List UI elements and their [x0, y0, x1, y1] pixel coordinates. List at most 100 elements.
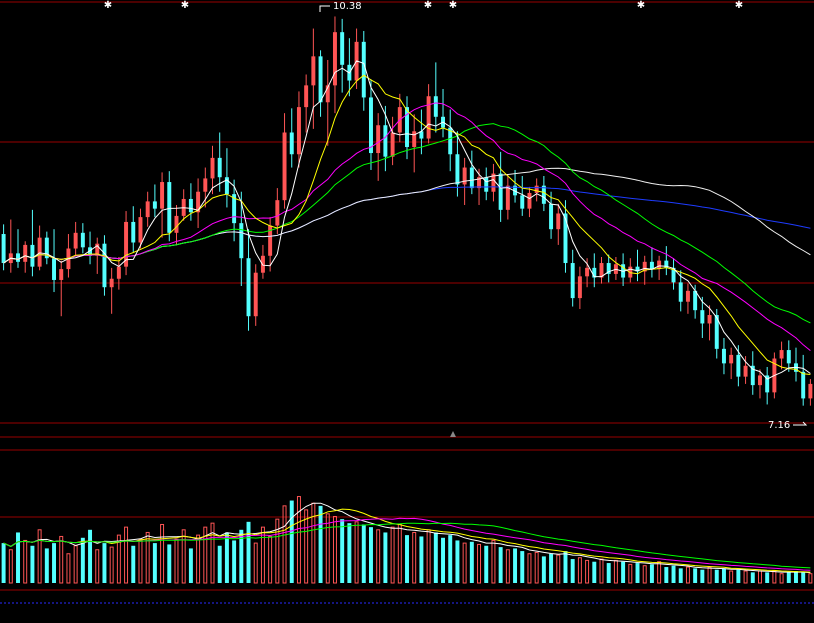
candle-body [527, 192, 532, 209]
candle-body [736, 354, 741, 377]
volume-ma5-line [3, 502, 811, 574]
volume-bar [491, 539, 496, 584]
volume-bar [556, 554, 561, 584]
volume-bar [239, 529, 244, 583]
volume-bar [455, 540, 460, 583]
volume-bar [657, 561, 662, 584]
candle-body [419, 131, 424, 139]
volume-bar [167, 544, 172, 583]
candle-body [224, 177, 229, 195]
candle-body [664, 260, 669, 268]
volume-bar [592, 561, 597, 583]
volume-bar [794, 571, 798, 583]
volume-bar [361, 524, 366, 583]
volume-layer [1, 496, 813, 584]
candle-body [592, 267, 597, 278]
candle-body [80, 232, 85, 248]
volume-bar [743, 570, 748, 584]
volume-bar [347, 523, 352, 583]
volume-bar [282, 505, 287, 584]
volume-bar [109, 546, 114, 584]
candle-body [801, 371, 806, 399]
candle-body [59, 269, 64, 280]
candle-body [426, 96, 431, 139]
volume-bar [433, 532, 438, 583]
candle-body [145, 201, 150, 218]
candle-body [671, 267, 676, 283]
candle-body [289, 132, 294, 155]
volume-bar [721, 568, 726, 583]
moving-averages-layer [3, 60, 811, 380]
candle-body [606, 263, 611, 274]
candle-body [296, 107, 301, 155]
candle-body [239, 223, 244, 259]
candle-body [477, 177, 482, 189]
volume-ma30-line [3, 522, 811, 569]
volume-bar [549, 553, 554, 583]
volume-bar [664, 567, 669, 583]
candle-body [1, 234, 6, 264]
candle-body [462, 167, 467, 185]
volume-bar [635, 563, 640, 583]
candle-body [714, 315, 719, 349]
volume-bar [685, 566, 690, 584]
candle-body [311, 56, 316, 86]
candle-body [678, 282, 683, 302]
candle-body [491, 173, 496, 192]
candle-body [361, 41, 366, 98]
low-pointer [793, 421, 808, 426]
volume-bar [181, 529, 186, 584]
candle-body [131, 221, 136, 243]
candle-body [332, 32, 337, 86]
volume-bar [534, 551, 539, 584]
volume-bar [124, 526, 129, 584]
candle-body [757, 375, 762, 386]
volume-bar [376, 529, 381, 584]
candle-body [95, 243, 100, 256]
volume-bar [441, 537, 445, 583]
candle-body [116, 266, 121, 279]
candle-body [556, 213, 561, 230]
candle-body [304, 85, 309, 108]
volume-bar [405, 535, 409, 583]
event-marker: ✱ [181, 0, 189, 11]
high-price-label: 10.38 [333, 1, 362, 12]
volume-bar [613, 559, 618, 584]
candle-body [318, 56, 323, 103]
volume-bar [585, 559, 590, 584]
candle-body [30, 244, 35, 267]
volume-bar [563, 551, 568, 583]
volume-bar [66, 553, 71, 584]
candle-body [88, 247, 93, 256]
candle-body [383, 125, 388, 157]
candle-body [232, 194, 237, 224]
volume-bar [160, 523, 165, 584]
candle-body [23, 244, 28, 262]
volume-bar [513, 548, 518, 583]
candle-body [635, 266, 640, 272]
markers-layer: ✱ ✱ ✱ ✱ ✱ ✱ [104, 0, 808, 437]
volume-bar [750, 572, 755, 583]
volume-bar [808, 573, 813, 584]
candle-body [786, 350, 791, 364]
candle-body [707, 315, 712, 324]
candle-body [102, 243, 107, 288]
volume-bar [217, 545, 222, 583]
candle-body [253, 272, 258, 317]
volume-bar [541, 556, 546, 583]
candle-body [657, 260, 662, 270]
event-marker: ✱ [424, 0, 432, 11]
candle-body [433, 96, 438, 117]
volume-bar [80, 537, 85, 583]
candle-body [534, 185, 539, 193]
candle-body [743, 365, 748, 377]
event-marker: ✱ [735, 0, 743, 11]
volume-bar [23, 539, 28, 584]
volume-bar [469, 541, 474, 583]
volume-bar [1, 543, 6, 583]
volume-bar [95, 549, 100, 584]
volume-bar [304, 509, 309, 584]
candle-body [246, 258, 251, 317]
ma5-line [3, 60, 811, 380]
volume-bar [462, 542, 467, 584]
